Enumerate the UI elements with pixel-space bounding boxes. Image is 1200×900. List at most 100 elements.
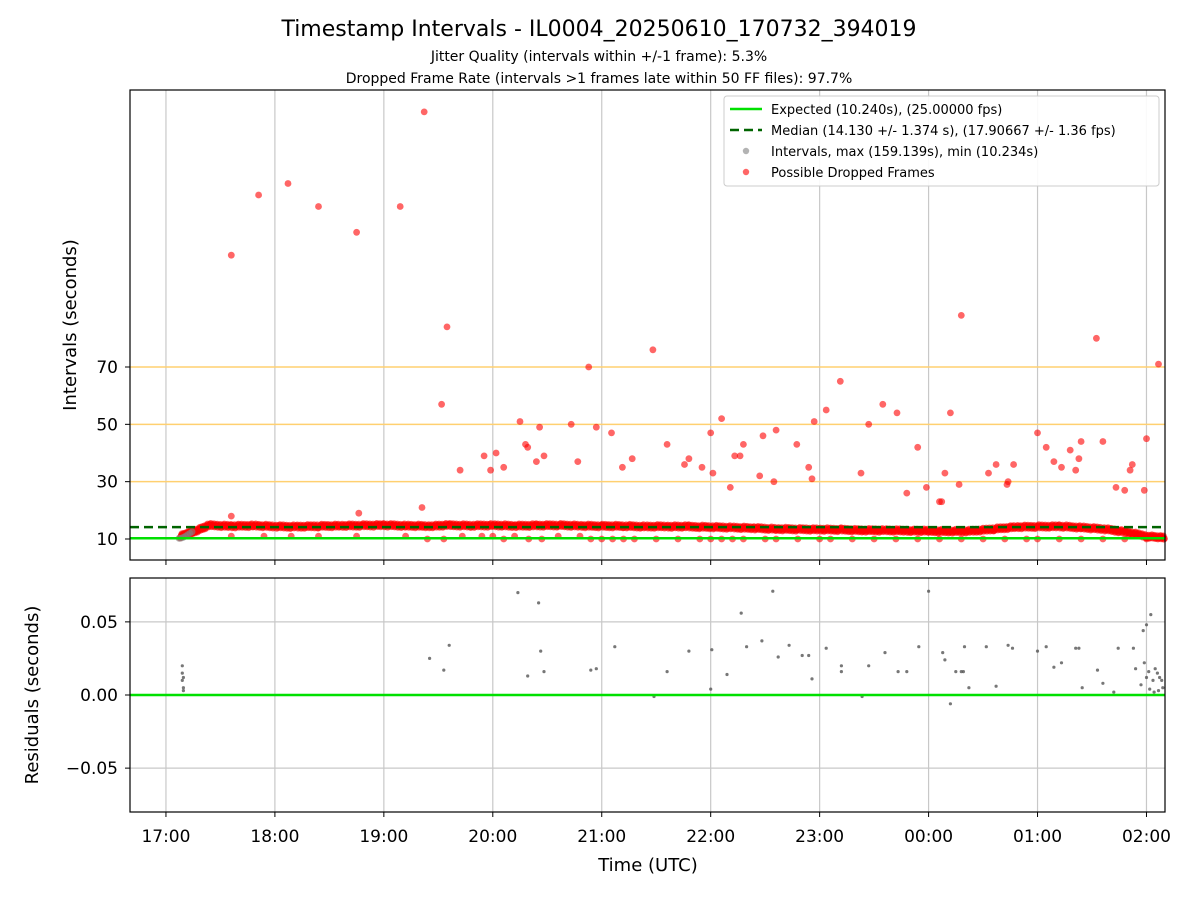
x-tick-label: 20:00 [468,827,517,847]
dropped-frame-point [1075,455,1083,463]
residual-point [839,664,844,668]
residual-point [516,591,520,595]
residual-point [710,648,714,652]
dropped-frame-point [500,463,508,471]
residual-point [967,686,971,690]
dropped-frame-point [923,484,930,491]
dropped-frame-point [1010,461,1017,468]
dropped-frame-point [879,400,887,408]
intervals-y-tick-label: 50 [96,415,118,435]
residual-point [1095,668,1100,672]
dropped-frame-point [770,478,778,486]
dropped-frame-point [1072,466,1080,474]
residuals-y-label: Residuals (seconds) [22,606,43,785]
residual-point [1059,661,1064,665]
dropped-frame-point [992,461,1000,468]
interval-point [188,528,196,536]
residual-point [526,674,530,678]
legend-dropped-label: Possible Dropped Frames [771,166,935,181]
residual-point [807,653,811,658]
dropped-frame-point [1093,334,1100,342]
residual-point [941,651,945,655]
residual-point [1152,690,1156,694]
dropped-frame-point [540,452,548,460]
dropped-frame-point [731,452,739,460]
x-tick-label: 18:00 [250,827,299,847]
dropped-frame-point [698,463,706,471]
residual-point [1144,623,1149,627]
residual-point [181,689,185,693]
dropped-frame-point [315,203,322,210]
dropped-frame-point [355,509,363,517]
residual-point [839,670,844,674]
residual-point [1151,678,1155,683]
residual-point [709,687,713,691]
x-tick-label: 22:00 [686,827,735,847]
chart-subtitle-dropped: Dropped Frame Rate (intervals >1 frames … [346,71,853,87]
dropped-frame-point [718,415,725,422]
dropped-frame-point [592,423,600,431]
residual-point [1161,686,1165,690]
dropped-frame-point [985,469,992,477]
residual-point [883,651,887,655]
intervals-y-tick-label: 10 [96,530,118,550]
residual-point [787,643,791,647]
dropped-frame-point [1050,458,1058,465]
dropped-frame-point [585,363,593,371]
dropped-frame-point [938,498,946,506]
dropped-frame-point [805,463,813,471]
x-tick-label: 01:00 [1013,827,1062,847]
dropped-frame-point [533,458,540,465]
dropped-frame-point [1077,438,1085,445]
residual-point [181,675,185,680]
residual-point [824,646,828,650]
dropped-frame-point [865,420,873,428]
threshold-lines [130,366,1165,483]
dropped-frame-point [1042,443,1050,451]
residual-point [542,670,546,674]
residual-point [725,672,729,677]
dropped-frame-point [1126,466,1134,474]
residual-point [954,670,958,674]
residual-point [1139,683,1143,687]
residual-point [1155,671,1159,675]
x-tick-label: 23:00 [795,827,844,847]
residual-point [984,645,988,649]
dropped-frame-point [1140,486,1148,494]
dropped-frame-point [772,426,780,434]
residuals-y-tick-label: 0.00 [80,686,118,706]
intervals-y-tick-label: 30 [96,473,118,493]
dropped-frame-point [227,512,235,520]
dropped-frame-point [1058,463,1065,471]
residual-point [1116,646,1120,650]
residual-point [962,645,967,649]
dropped-frame-point [903,489,911,497]
dropped-frame-point [567,420,575,428]
dropped-frame-point [227,251,235,259]
dropped-frame-point [420,108,428,116]
residual-point [1101,681,1105,685]
residual-point [1044,645,1048,649]
residual-point [1156,689,1161,693]
dropped-frame-point [574,458,582,465]
dropped-frame-point [1112,484,1120,491]
dropped-frame-point [443,323,451,331]
chart-title: Timestamp Intervals - IL0004_20250610_17… [280,17,916,42]
dropped-frame-point [726,484,734,491]
residual-point [1131,646,1135,650]
residual-point [867,664,871,668]
residual-point [810,677,814,681]
dropped-frame-point [914,443,922,451]
residual-point [745,645,749,649]
dropped-frame-point [709,469,717,477]
residual-point [961,670,966,674]
residual-point [447,643,451,647]
dropped-frame-point [516,418,524,425]
residual-point [539,649,543,653]
residuals-y-ticks: −0.05 0.00 0.05 [66,613,130,779]
intervals-y-ticks: 10 30 50 70 [96,358,130,550]
residual-point [760,639,764,643]
legend-expected-label: Expected (10.240s), (25.00000 fps) [771,103,1002,118]
residual-point [1158,675,1162,680]
